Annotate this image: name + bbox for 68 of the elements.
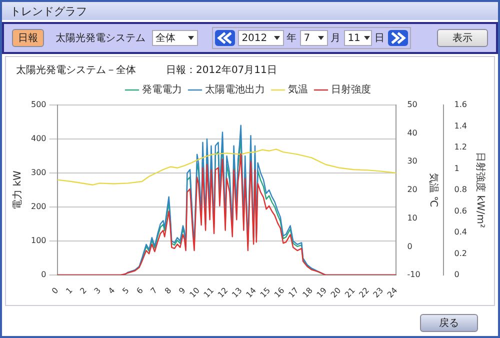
text: 2012 [242,32,268,44]
legend-label: 日射強度 [331,84,371,96]
y3-tick-label: 50 [407,100,418,110]
y3-axis-title: 気温 ℃ [428,172,440,208]
y2-tick-label: 1 [454,164,460,173]
y-tick-label: 100 [30,236,46,246]
y3-tick-label: 30 [407,156,418,166]
text: 表示 [436,29,488,47]
x-tick-label: 21 [343,286,357,300]
y-axis-title: 電力 kW [12,170,24,210]
chart-title: 太陽光発電システム－全体 [16,64,136,77]
y2-tick-label: 0.8 [454,185,468,194]
y-tick-label: 200 [30,202,46,212]
x-tick-label: 13 [230,286,244,300]
y2-tick-label: 1.6 [454,100,468,110]
y2-tick-label: 0.6 [454,206,468,216]
text: 月 [330,32,341,45]
x-tick-label: 8 [163,286,174,296]
y3-tick-label: -10 [407,270,420,280]
x-tick-label: 6 [134,286,145,296]
x-tick-label: 10 [188,286,202,300]
y-tick-label: 0 [41,270,46,280]
x-tick-label: 1 [64,286,74,296]
chart-subtitle: 日報：2012年07月11日 [166,64,277,77]
x-tick-label: 15 [258,286,272,300]
text: 年 [286,32,297,45]
y-tick-label: 500 [30,100,46,110]
y3-tick-label: 0 [407,242,412,251]
x-tick-label: 18 [300,286,314,300]
x-tick-label: 4 [106,286,117,296]
x-tick-label: 16 [272,286,286,300]
text: 太陽光発電システム [56,32,146,45]
legend-label: 太陽電池出力 [205,84,265,96]
x-tick-label: 11 [202,286,216,300]
y-tick-label: 300 [30,168,46,178]
y2-axis-title: 日射強度 kW/m² [474,152,486,228]
x-tick-label: 7 [149,286,160,296]
legend-label: 気温 [288,84,308,96]
x-tick-label: 9 [177,286,188,296]
x-tick-label: 2 [78,286,88,296]
x-tick-label: 19 [315,286,329,300]
x-tick-label: 5 [120,286,131,296]
text: 日 [374,32,385,45]
y2-tick-label: 0.2 [454,248,468,258]
legend-label: 発電電力 [142,84,182,96]
x-tick-label: 24 [386,286,400,300]
y2-tick-label: 1.2 [454,142,468,152]
text: 7 [304,32,310,44]
y2-tick-label: 0.4 [454,228,468,237]
x-tick-label: 12 [216,286,230,300]
text: 日報 [12,29,44,47]
x-tick-label: 3 [92,286,103,296]
text: 全体 [156,32,176,45]
y2-tick-label: 0 [454,270,460,280]
x-tick-label: 22 [357,286,371,300]
y-tick-label: 400 [30,134,46,144]
x-tick-label: 0 [50,286,60,296]
y3-tick-label: 40 [407,128,418,138]
x-tick-label: 17 [286,286,300,300]
x-tick-label: 23 [372,286,386,300]
text: 11 [348,32,360,44]
y3-tick-label: 10 [407,213,418,222]
y2-tick-label: 1.4 [454,121,468,130]
text: トレンドグラフ [2,2,498,20]
text: 戻る [420,314,478,332]
y3-tick-label: 20 [407,185,418,194]
x-tick-label: 14 [244,286,258,300]
x-tick-label: 20 [329,286,343,300]
